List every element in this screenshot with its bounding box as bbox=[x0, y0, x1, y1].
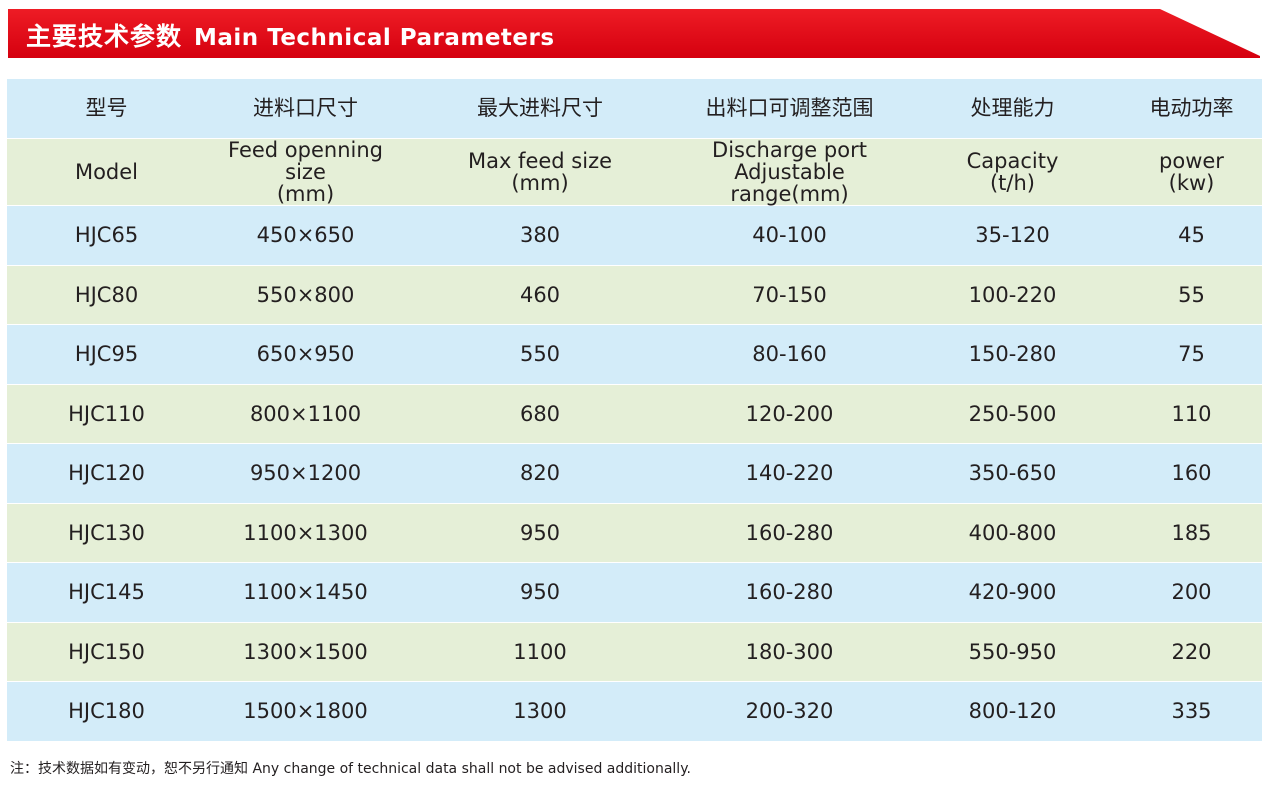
cell-discharge: 180-300 bbox=[675, 622, 904, 683]
table-body: 型号 进料口尺寸 最大进料尺寸 出料口可调整范围 处理能力 电动功率 Model… bbox=[7, 79, 1262, 742]
cell-power: 75 bbox=[1121, 324, 1262, 385]
cell-discharge: 40-100 bbox=[675, 205, 904, 266]
header-en-discharge: Discharge port Adjustable range(mm) bbox=[675, 138, 904, 207]
cell-capacity: 350-650 bbox=[904, 443, 1121, 504]
header-en-feed-opening-line1: Feed openning size bbox=[228, 138, 383, 185]
header-en-model-line: Model bbox=[74, 160, 139, 185]
cell-power: 110 bbox=[1121, 384, 1262, 445]
parameters-table: 型号 进料口尺寸 最大进料尺寸 出料口可调整范围 处理能力 电动功率 Model… bbox=[7, 79, 1262, 742]
cell-power: 45 bbox=[1121, 205, 1262, 266]
header-cn-capacity: 处理能力 bbox=[904, 79, 1121, 139]
header-en-feed-opening-line2: (mm) bbox=[276, 182, 335, 207]
footnote: 注：技术数据如有变动，恕不另行通知 Any change of technica… bbox=[10, 761, 691, 777]
cell-feed-opening: 550×800 bbox=[206, 265, 405, 326]
cell-capacity: 550-950 bbox=[904, 622, 1121, 683]
cell-feed-opening: 1100×1300 bbox=[206, 503, 405, 564]
cell-max-feed: 950 bbox=[405, 503, 675, 564]
cell-model: HJC180 bbox=[7, 681, 206, 742]
table-row: HJC180 1500×1800 1300 200-320 800-120 335 bbox=[7, 681, 1262, 742]
cell-model: HJC120 bbox=[7, 443, 206, 504]
cell-feed-opening: 1100×1450 bbox=[206, 562, 405, 623]
cell-feed-opening: 800×1100 bbox=[206, 384, 405, 445]
header-en-max-feed: Max feed size (mm) bbox=[405, 138, 675, 207]
header-en-capacity-line1: Capacity bbox=[966, 149, 1059, 174]
cell-max-feed: 950 bbox=[405, 562, 675, 623]
header-en-discharge-line2: Adjustable range(mm) bbox=[730, 160, 849, 207]
cell-model: HJC95 bbox=[7, 324, 206, 385]
cell-feed-opening: 650×950 bbox=[206, 324, 405, 385]
cell-discharge: 70-150 bbox=[675, 265, 904, 326]
table-row: HJC95 650×950 550 80-160 150-280 75 bbox=[7, 324, 1262, 385]
cell-model: HJC130 bbox=[7, 503, 206, 564]
table-row: HJC65 450×650 380 40-100 35-120 45 bbox=[7, 205, 1262, 266]
cell-power: 185 bbox=[1121, 503, 1262, 564]
table-row: HJC150 1300×1500 1100 180-300 550-950 220 bbox=[7, 622, 1262, 683]
cell-capacity: 100-220 bbox=[904, 265, 1121, 326]
table-row: HJC120 950×1200 820 140-220 350-650 160 bbox=[7, 443, 1262, 504]
header-en-feed-opening: Feed openning size (mm) bbox=[206, 138, 405, 207]
cell-discharge: 140-220 bbox=[675, 443, 904, 504]
header-en-model: Model bbox=[7, 138, 206, 207]
cell-feed-opening: 450×650 bbox=[206, 205, 405, 266]
cell-power: 55 bbox=[1121, 265, 1262, 326]
cell-model: HJC145 bbox=[7, 562, 206, 623]
cell-power: 220 bbox=[1121, 622, 1262, 683]
header-en-power: power (kw) bbox=[1121, 138, 1262, 207]
cell-capacity: 400-800 bbox=[904, 503, 1121, 564]
cell-feed-opening: 1300×1500 bbox=[206, 622, 405, 683]
cell-model: HJC80 bbox=[7, 265, 206, 326]
cell-capacity: 35-120 bbox=[904, 205, 1121, 266]
banner-title: 主要技术参数 Main Technical Parameters bbox=[26, 17, 555, 53]
header-cn-feed-opening: 进料口尺寸 bbox=[206, 79, 405, 139]
cell-power: 160 bbox=[1121, 443, 1262, 504]
cell-discharge: 120-200 bbox=[675, 384, 904, 445]
cell-power: 335 bbox=[1121, 681, 1262, 742]
cell-capacity: 150-280 bbox=[904, 324, 1121, 385]
cell-max-feed: 680 bbox=[405, 384, 675, 445]
header-cn-power: 电动功率 bbox=[1121, 79, 1262, 139]
cell-max-feed: 1100 bbox=[405, 622, 675, 683]
cell-model: HJC150 bbox=[7, 622, 206, 683]
table-row: HJC80 550×800 460 70-150 100-220 55 bbox=[7, 265, 1262, 326]
cell-discharge: 200-320 bbox=[675, 681, 904, 742]
header-row-en: Model Feed openning size (mm) Max feed s… bbox=[7, 138, 1262, 207]
table-row: HJC145 1100×1450 950 160-280 420-900 200 bbox=[7, 562, 1262, 623]
banner-title-en: Main Technical Parameters bbox=[194, 25, 555, 51]
cell-feed-opening: 1500×1800 bbox=[206, 681, 405, 742]
cell-discharge: 160-280 bbox=[675, 562, 904, 623]
cell-max-feed: 1300 bbox=[405, 681, 675, 742]
header-en-discharge-line1: Discharge port bbox=[712, 138, 867, 162]
cell-capacity: 250-500 bbox=[904, 384, 1121, 445]
cell-feed-opening: 950×1200 bbox=[206, 443, 405, 504]
banner-title-cn: 主要技术参数 bbox=[26, 22, 183, 51]
cell-power: 200 bbox=[1121, 562, 1262, 623]
header-en-max-feed-line2: (mm) bbox=[511, 171, 569, 196]
cell-max-feed: 380 bbox=[405, 205, 675, 266]
cell-model: HJC65 bbox=[7, 205, 206, 266]
banner-shape bbox=[8, 9, 1260, 58]
header-en-capacity-line2: (t/h) bbox=[989, 171, 1035, 196]
table-row: HJC130 1100×1300 950 160-280 400-800 185 bbox=[7, 503, 1262, 564]
cell-max-feed: 460 bbox=[405, 265, 675, 326]
header-cn-discharge: 出料口可调整范围 bbox=[675, 79, 904, 139]
header-en-max-feed-line1: Max feed size bbox=[467, 149, 613, 174]
header-en-capacity: Capacity (t/h) bbox=[904, 138, 1121, 207]
header-en-power-line2: (kw) bbox=[1168, 171, 1215, 196]
header-cn-model: 型号 bbox=[7, 79, 206, 139]
cell-capacity: 800-120 bbox=[904, 681, 1121, 742]
header-row-cn: 型号 进料口尺寸 最大进料尺寸 出料口可调整范围 处理能力 电动功率 bbox=[7, 79, 1262, 139]
cell-discharge: 80-160 bbox=[675, 324, 904, 385]
cell-discharge: 160-280 bbox=[675, 503, 904, 564]
table-row: HJC110 800×1100 680 120-200 250-500 110 bbox=[7, 384, 1262, 445]
header-cn-max-feed: 最大进料尺寸 bbox=[405, 79, 675, 139]
cell-model: HJC110 bbox=[7, 384, 206, 445]
header-en-power-line1: power bbox=[1159, 149, 1224, 174]
cell-max-feed: 550 bbox=[405, 324, 675, 385]
cell-max-feed: 820 bbox=[405, 443, 675, 504]
title-banner: 主要技术参数 Main Technical Parameters bbox=[8, 9, 1260, 58]
cell-capacity: 420-900 bbox=[904, 562, 1121, 623]
